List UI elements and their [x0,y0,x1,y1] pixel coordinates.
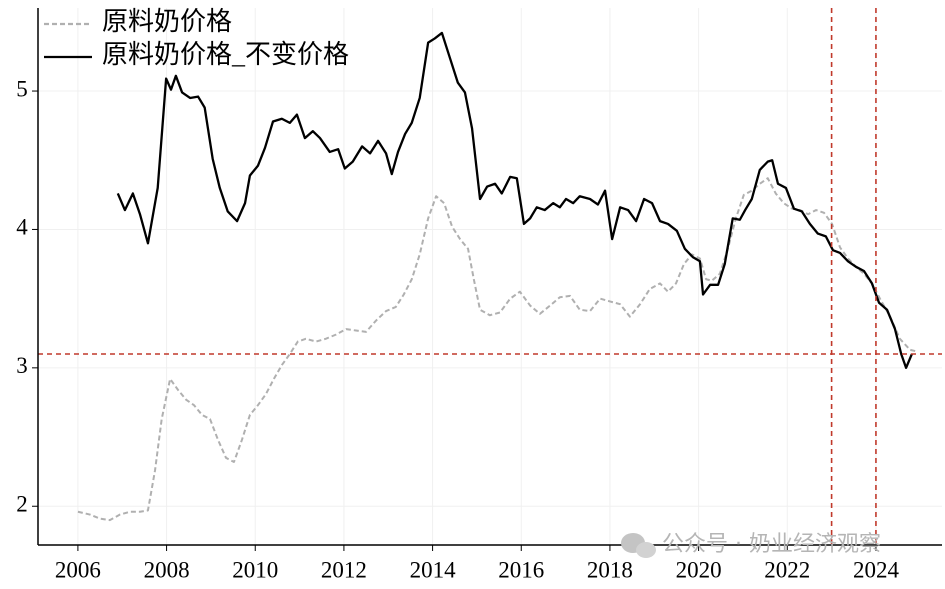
x-tick-label: 2018 [587,557,633,582]
x-tick-label: 2010 [232,557,278,582]
y-tick-label: 4 [16,215,28,240]
x-tick-label: 2020 [676,557,722,582]
watermark: 公众号 · 奶业经济观察 [662,532,881,557]
x-tick-label: 2024 [853,557,900,582]
line [116,31,913,369]
x-tick-label: 2022 [764,557,810,582]
line [77,177,917,522]
watermark-icon [621,533,656,558]
y-tick-label: 2 [16,492,28,517]
x-tick-label: 2012 [321,557,367,582]
legend-label: 原料奶价格_不变价格 [102,40,349,69]
legend-label: 原料奶价格 [102,7,232,36]
y-tick-label: 5 [16,76,28,101]
x-tick-label: 2008 [144,557,190,582]
x-tick-label: 2006 [55,557,101,582]
x-tick-label: 2016 [498,557,544,582]
plot: 2 3 4 5 2006 2008 2010 2012 2014 2016 2018 2020 2022… [16,7,942,582]
x-tick-label: 2014 [410,557,457,582]
y-tick-label: 3 [16,353,28,378]
